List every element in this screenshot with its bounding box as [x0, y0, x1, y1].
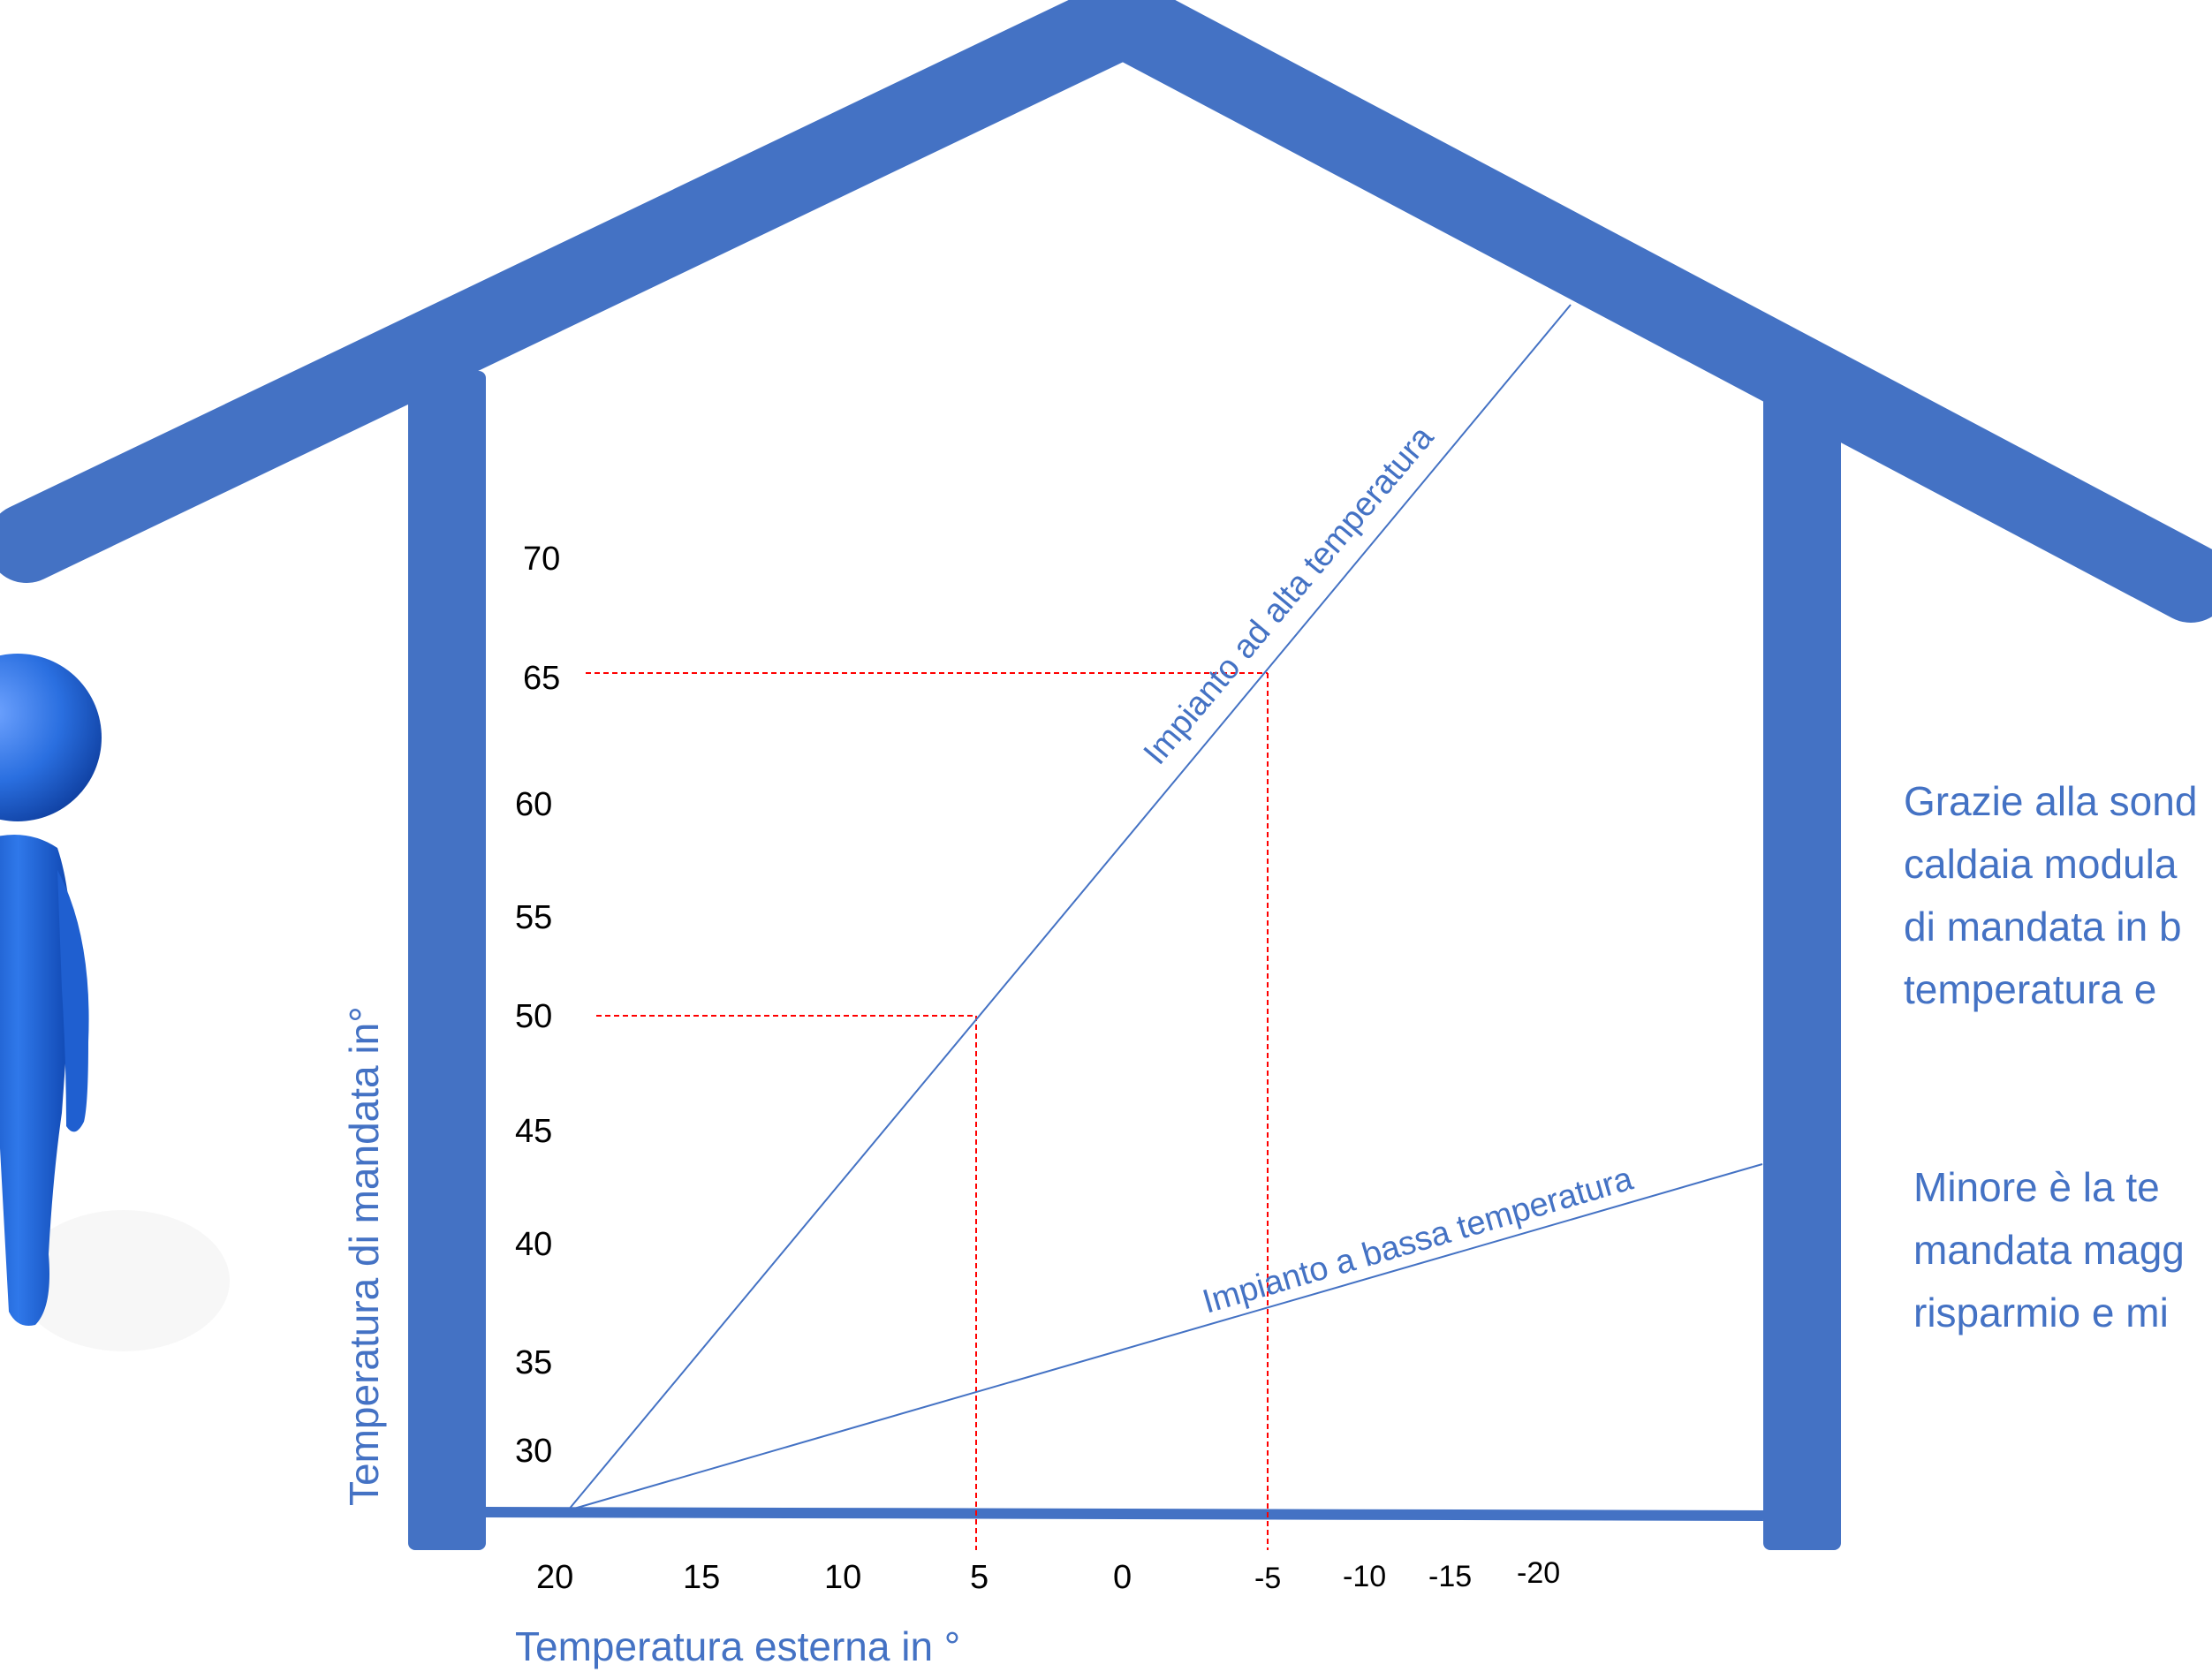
x-tick-label: -20 — [1517, 1556, 1560, 1590]
y-tick-label: 35 — [515, 1344, 552, 1381]
y-tick-label: 30 — [515, 1433, 552, 1470]
x-tick-label: 15 — [683, 1559, 720, 1596]
y-tick-label: 60 — [515, 786, 552, 823]
y-tick-label: 55 — [515, 899, 552, 936]
y-axis-label: Temperatura di mandata in° — [341, 1006, 387, 1506]
y-tick-label: 45 — [515, 1113, 552, 1150]
x-tick-label: 0 — [1113, 1559, 1132, 1596]
x-tick-label: -15 — [1428, 1560, 1472, 1593]
paragraph-line: di mandata in b — [1904, 904, 2182, 949]
x-tick-label: 10 — [824, 1559, 861, 1596]
x-axis-label: Temperatura esterna in ° — [515, 1623, 960, 1669]
y-tick-label: 40 — [515, 1226, 552, 1263]
paragraph-line: mandata magg — [1913, 1227, 2185, 1273]
person-figure — [0, 654, 230, 1351]
house-outline — [0, 0, 2212, 1550]
series-label: Impianto a bassa temperatura — [1199, 1160, 1638, 1320]
x-tick-label: -5 — [1254, 1562, 1281, 1595]
y-tick-label: 50 — [515, 998, 552, 1035]
x-tick-label: 5 — [970, 1559, 989, 1596]
chart-plot: Impianto ad alta temperatura Impianto a b… — [567, 304, 1763, 1550]
y-tick-label: 70 — [523, 541, 560, 578]
y-tick-label: 65 — [523, 660, 560, 697]
paragraph-line: Grazie alla sond — [1904, 778, 2197, 824]
y-axis-ticks: 70 65 60 55 50 45 40 35 30 — [515, 541, 560, 1470]
series-label: Impianto ad alta temperatura — [1137, 419, 1442, 772]
paragraph-line: risparmio e mi — [1913, 1290, 2169, 1335]
x-tick-label: 20 — [536, 1559, 573, 1596]
description-paragraph-2: Minore è la te mandata magg risparmio e mi — [1913, 1164, 2185, 1335]
paragraph-line: caldaia modula — [1904, 841, 2178, 887]
description-paragraph-1: Grazie alla sond caldaia modula di mandata… — [1904, 778, 2197, 1012]
series-line — [567, 304, 1572, 1511]
paragraph-line: temperatura e — [1904, 966, 2156, 1012]
series-line — [567, 1163, 1763, 1511]
x-axis-ticks: 20 15 10 5 0 -5 -10 -15 -20 — [536, 1556, 1560, 1596]
paragraph-line: Minore è la te — [1913, 1164, 2160, 1210]
x-tick-label: -10 — [1343, 1560, 1386, 1593]
